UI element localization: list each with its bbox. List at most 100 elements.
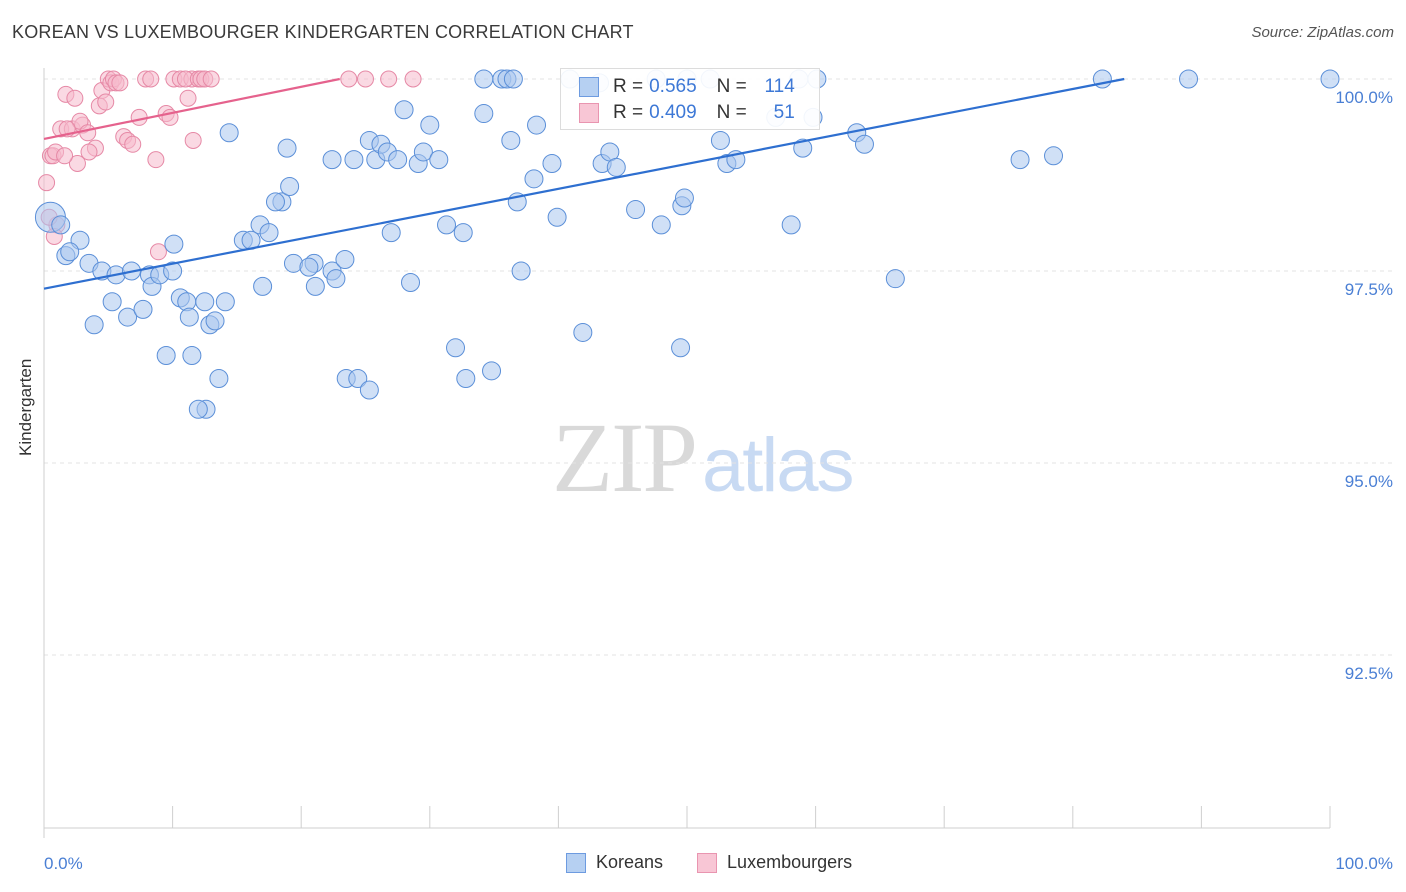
- watermark-atlas: atlas: [702, 423, 855, 508]
- y-tick-label: 92.5%: [1345, 664, 1393, 683]
- y-tick-label: 95.0%: [1345, 472, 1393, 491]
- luxembourgers-point: [38, 174, 56, 192]
- koreans-point: [446, 338, 466, 358]
- koreans-point: [854, 134, 874, 154]
- source-label: Source: ZipAtlas.com: [1251, 24, 1394, 41]
- koreans-n-label: N =: [716, 76, 747, 97]
- tick-labels: 92.5% 95.0% 97.5% 100.0% 0.0% 100.0%: [44, 88, 1393, 873]
- koreans-point: [84, 315, 104, 335]
- luxembourgers-point: [66, 89, 84, 107]
- koreans-point: [51, 215, 71, 235]
- axes: [43, 68, 1331, 838]
- koreans-points: [34, 69, 1340, 419]
- series-legend: Koreans Luxembourgers: [566, 852, 886, 873]
- koreans-point: [348, 369, 368, 389]
- x-tick-label-min: 0.0%: [44, 854, 83, 873]
- luxembourgers-point: [380, 70, 398, 88]
- koreans-point: [102, 292, 122, 312]
- koreans-point: [527, 115, 547, 135]
- koreans-legend-label: Koreans: [596, 852, 664, 872]
- lux-legend-label: Luxembourgers: [727, 852, 853, 872]
- lux-r-value: 0.409: [649, 102, 697, 123]
- koreans-point: [188, 399, 208, 419]
- koreans-n-value: 114: [764, 76, 795, 97]
- luxembourgers-points: [38, 70, 422, 261]
- koreans-point: [259, 223, 279, 243]
- luxembourgers-point: [184, 131, 202, 149]
- watermark-zip: ZIP: [552, 402, 698, 513]
- koreans-legend-swatch: [566, 852, 586, 873]
- koreans-swatch: [579, 77, 599, 97]
- y-tick-label: 97.5%: [1345, 280, 1393, 299]
- koreans-point: [793, 138, 813, 158]
- luxembourgers-point: [97, 93, 115, 111]
- koreans-point: [524, 169, 544, 189]
- koreans-point: [482, 361, 502, 381]
- koreans-point: [381, 223, 401, 243]
- koreans-trend-line: [43, 77, 1125, 290]
- koreans-point: [501, 130, 521, 150]
- koreans-point: [503, 69, 523, 89]
- koreans-point: [1044, 146, 1064, 166]
- stats-legend: R = 0.565 N = 114 R = 0.409 N = 51: [560, 68, 820, 130]
- koreans-point: [573, 322, 593, 342]
- koreans-point: [547, 207, 567, 227]
- luxembourgers-point: [111, 74, 129, 92]
- luxembourgers-point: [404, 70, 422, 88]
- koreans-point: [265, 192, 285, 212]
- koreans-point: [394, 100, 414, 120]
- koreans-point: [413, 142, 433, 162]
- koreans-point: [437, 215, 457, 235]
- koreans-point: [606, 157, 626, 177]
- luxembourgers-trend-line: [43, 77, 340, 140]
- koreans-point: [280, 177, 300, 197]
- watermark: ZIPatlas: [552, 400, 855, 515]
- koreans-point: [1320, 69, 1340, 89]
- legend-item-luxembourgers[interactable]: Luxembourgers: [697, 852, 852, 873]
- luxembourgers-point: [142, 70, 160, 88]
- koreans-point: [651, 215, 671, 235]
- koreans-point: [420, 115, 440, 135]
- koreans-r-label: R =: [613, 76, 644, 97]
- lux-n-label: N =: [716, 102, 747, 123]
- koreans-point: [163, 261, 183, 281]
- koreans-point: [277, 138, 297, 158]
- koreans-point: [710, 130, 730, 150]
- koreans-point: [182, 345, 202, 365]
- koreans-point: [326, 269, 346, 289]
- koreans-point: [305, 276, 325, 296]
- legend-row-koreans: R = 0.565 N = 114: [579, 75, 795, 99]
- legend-row-luxembourgers: R = 0.409 N = 51: [579, 101, 795, 125]
- koreans-point: [456, 369, 476, 389]
- koreans-r-value: 0.565: [649, 76, 697, 97]
- lux-r-label: R =: [613, 102, 644, 123]
- koreans-point: [344, 150, 364, 170]
- koreans-point: [674, 188, 694, 208]
- koreans-point: [118, 307, 138, 327]
- x-tick-label-max: 100.0%: [1335, 854, 1393, 873]
- koreans-point: [205, 311, 225, 331]
- luxembourgers-point: [56, 147, 74, 165]
- koreans-point: [335, 249, 355, 269]
- koreans-point: [781, 215, 801, 235]
- koreans-point: [885, 269, 905, 289]
- koreans-point: [542, 153, 562, 173]
- koreans-point: [359, 380, 379, 400]
- koreans-point: [429, 150, 449, 170]
- y-tick-label: 100.0%: [1335, 88, 1393, 107]
- luxembourgers-point: [79, 124, 97, 142]
- luxembourgers-point: [68, 154, 86, 172]
- koreans-point: [156, 345, 176, 365]
- koreans-point: [453, 223, 473, 243]
- koreans-point: [474, 69, 494, 89]
- koreans-point: [474, 104, 494, 124]
- koreans-point: [388, 150, 408, 170]
- luxembourgers-point: [357, 70, 374, 88]
- koreans-point: [1010, 150, 1030, 170]
- legend-item-koreans[interactable]: Koreans: [566, 852, 663, 873]
- lux-n-value: 51: [773, 102, 795, 123]
- koreans-point: [60, 242, 80, 262]
- koreans-point: [164, 234, 184, 254]
- luxembourgers-swatch: [579, 103, 599, 123]
